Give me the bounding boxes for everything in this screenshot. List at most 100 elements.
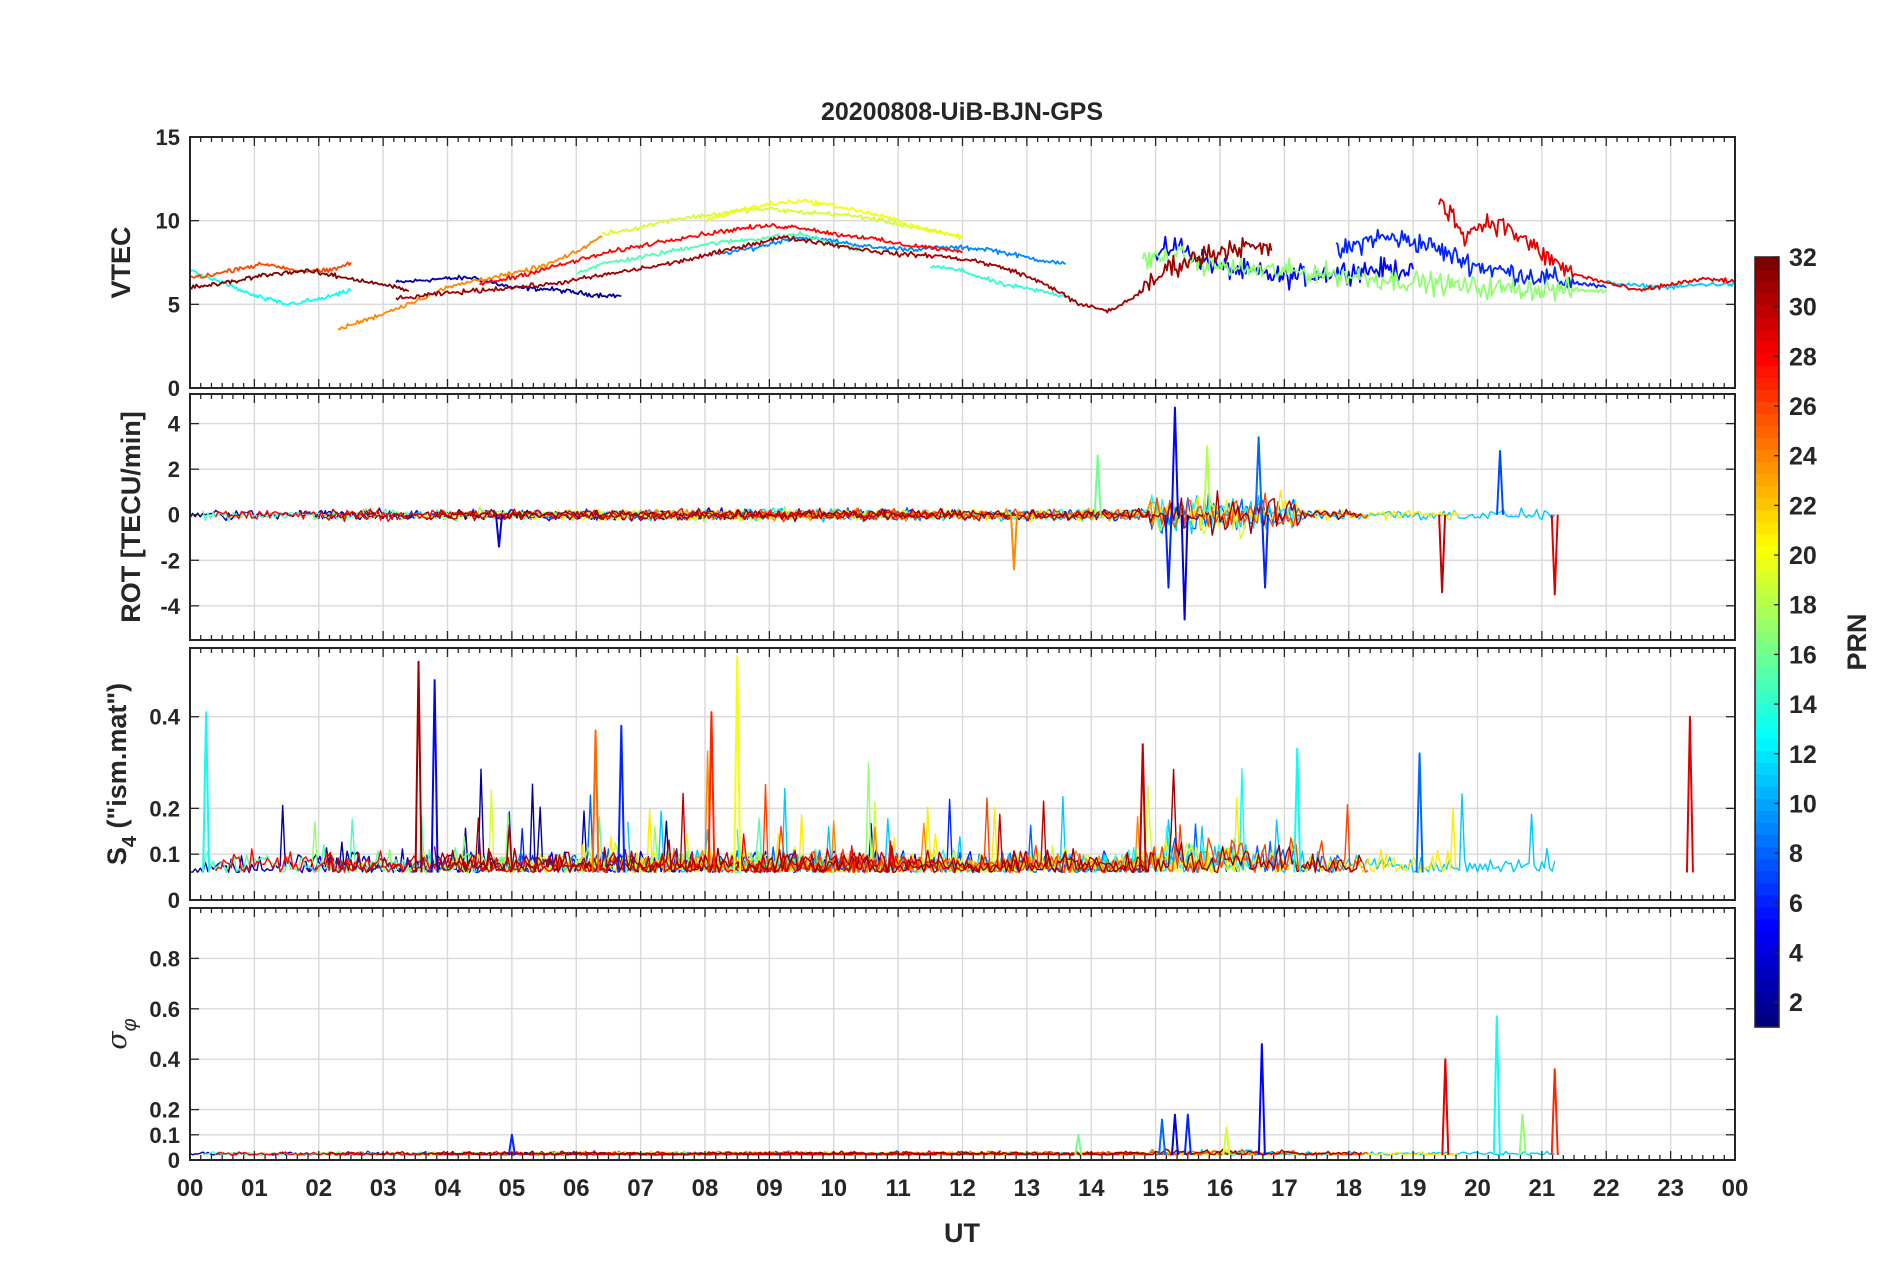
vtec-series-prn-14 (929, 264, 1066, 298)
colorbar-segment (1755, 293, 1779, 306)
sigma-spike-prn-6 (1183, 1113, 1192, 1156)
vtec-series-prn-20 (704, 198, 963, 240)
y-axis-label-main: σ (102, 1030, 133, 1050)
s4-spike-prn-30 (1138, 743, 1147, 873)
y-axis-label-tail: ("ism.mat") (102, 683, 132, 836)
colorbar-segment (1755, 822, 1779, 836)
y-axis-label: σφ (102, 1018, 141, 1049)
vtec-series-prn-9 (717, 236, 1066, 265)
panel-ticks (189, 136, 1736, 389)
colorbar-segment (1755, 810, 1779, 824)
colorbar-segment (1755, 786, 1779, 800)
y-tick-label: 0.2 (149, 1098, 180, 1123)
x-tick-label: 05 (499, 1175, 526, 1202)
colorbar-tick-label: 24 (1789, 443, 1817, 471)
colorbar-segment (1755, 870, 1779, 884)
colorbar-segment (1755, 654, 1779, 667)
s4-spike-prn-6 (617, 724, 626, 873)
colorbar-segment (1755, 642, 1779, 655)
y-tick-label: 0.4 (149, 1047, 180, 1072)
colorbar-segment (1755, 738, 1779, 751)
panel-s4: 0 0.1 0.2 0.4 S4 ("ism.mat") (102, 647, 1736, 913)
s4-spike-prn-20 (733, 656, 742, 873)
rot-trace-prn-31 (434, 490, 1362, 536)
sigma-spike-prn-4 (1170, 1113, 1179, 1156)
colorbar-segment (1755, 942, 1779, 956)
x-tick-label: 11 (885, 1175, 910, 1202)
colorbar-segment (1755, 774, 1779, 787)
colorbar-tick-label: 10 (1789, 790, 1817, 818)
colorbar-segment (1755, 509, 1779, 523)
colorbar-segment (1755, 461, 1779, 475)
panel-ticks (189, 394, 1736, 640)
panel-rot: -4 -2 0 2 4 ROT [TECU/min] (116, 393, 1736, 641)
y-tick-label: 0 (168, 1148, 180, 1173)
y-tick-label: 0.4 (149, 705, 180, 730)
colorbar-segment (1755, 726, 1779, 739)
s4-spike-prn-5 (430, 679, 439, 873)
x-tick-label: 16 (1207, 1175, 1234, 1202)
rot-spike-prn-24 (1010, 514, 1018, 571)
sigma-spike-prn-19 (1222, 1126, 1231, 1156)
sigma-spike-prn-27 (1550, 1068, 1559, 1155)
x-axis-label: UT (944, 1218, 980, 1248)
colorbar-segment (1755, 389, 1779, 402)
panel-data (190, 656, 1694, 874)
rot-spike-prn-6 (1164, 514, 1173, 589)
colorbar-tick-label: 20 (1789, 542, 1817, 570)
colorbar-segment (1755, 678, 1779, 691)
rot-spike-prn-6 (1261, 514, 1270, 589)
colorbar-segment (1755, 762, 1779, 775)
sigma-trace-prn-30 (325, 1150, 1150, 1156)
colorbar-segment (1755, 557, 1779, 571)
vtec-series-prn-29 (1438, 198, 1735, 292)
colorbar-segment (1755, 593, 1779, 607)
x-tick-label: 00 (1722, 1175, 1749, 1202)
colorbar-segment (1755, 485, 1779, 499)
x-tick-label: 08 (692, 1175, 719, 1202)
rot-spike-prn-4 (1180, 514, 1189, 621)
y-tick-label: 0.8 (149, 946, 180, 971)
colorbar-segment (1755, 990, 1779, 1004)
x-tick-label: 23 (1657, 1175, 1684, 1202)
colorbar-segment (1755, 882, 1779, 896)
vtec-series-prn-6 (1335, 228, 1607, 289)
vtec-series-prn-24 (337, 235, 603, 331)
panel-data (190, 198, 1735, 331)
vtec-series-prn-17 (1141, 245, 1607, 302)
colorbar-segment (1755, 798, 1779, 812)
colorbar-segment (1755, 846, 1779, 860)
colorbar-segment (1755, 353, 1779, 366)
sigma-spike-prn-16 (1074, 1133, 1083, 1156)
sigma-spike-prn-8 (1158, 1118, 1167, 1156)
colorbar-tick-label: 14 (1789, 691, 1817, 719)
rot-spike-prn-4 (495, 514, 503, 548)
vtec-series-prn-32 (190, 268, 410, 292)
y-tick-label: 0.1 (149, 1123, 180, 1148)
sigma-spike-prn-13 (1492, 1015, 1501, 1155)
colorbar-segment (1755, 437, 1779, 451)
x-tick-label: 00 (177, 1175, 204, 1202)
s4-trace-prn-26 (749, 783, 1369, 874)
colorbar-tick-label: 16 (1789, 641, 1817, 669)
x-tick-label: 21 (1529, 1175, 1556, 1202)
y-tick-label: -4 (160, 594, 180, 619)
colorbar-segment (1755, 545, 1779, 559)
colorbar-segment (1755, 690, 1779, 703)
rot-spike-prn-29 (1550, 514, 1559, 596)
s4-spike-prn-13 (1293, 747, 1302, 873)
colorbar-tick-label: 32 (1789, 244, 1817, 272)
colorbar-segment (1755, 605, 1779, 619)
vtec-series-prn-13 (190, 269, 352, 306)
y-axis-label-sub: 4 (119, 835, 141, 847)
colorbar-segment (1755, 473, 1779, 487)
colorbar-segment (1755, 1014, 1779, 1028)
colorbar-segment (1755, 377, 1779, 390)
y-tick-label: 0 (168, 503, 180, 528)
vtec-series-prn-28 (478, 222, 963, 286)
colorbar-tick-label: 6 (1789, 890, 1803, 918)
y-axis-label: S4 ("ism.mat") (102, 683, 141, 865)
panel-ticks (189, 648, 1736, 901)
y-tick-label: 0 (168, 888, 180, 913)
